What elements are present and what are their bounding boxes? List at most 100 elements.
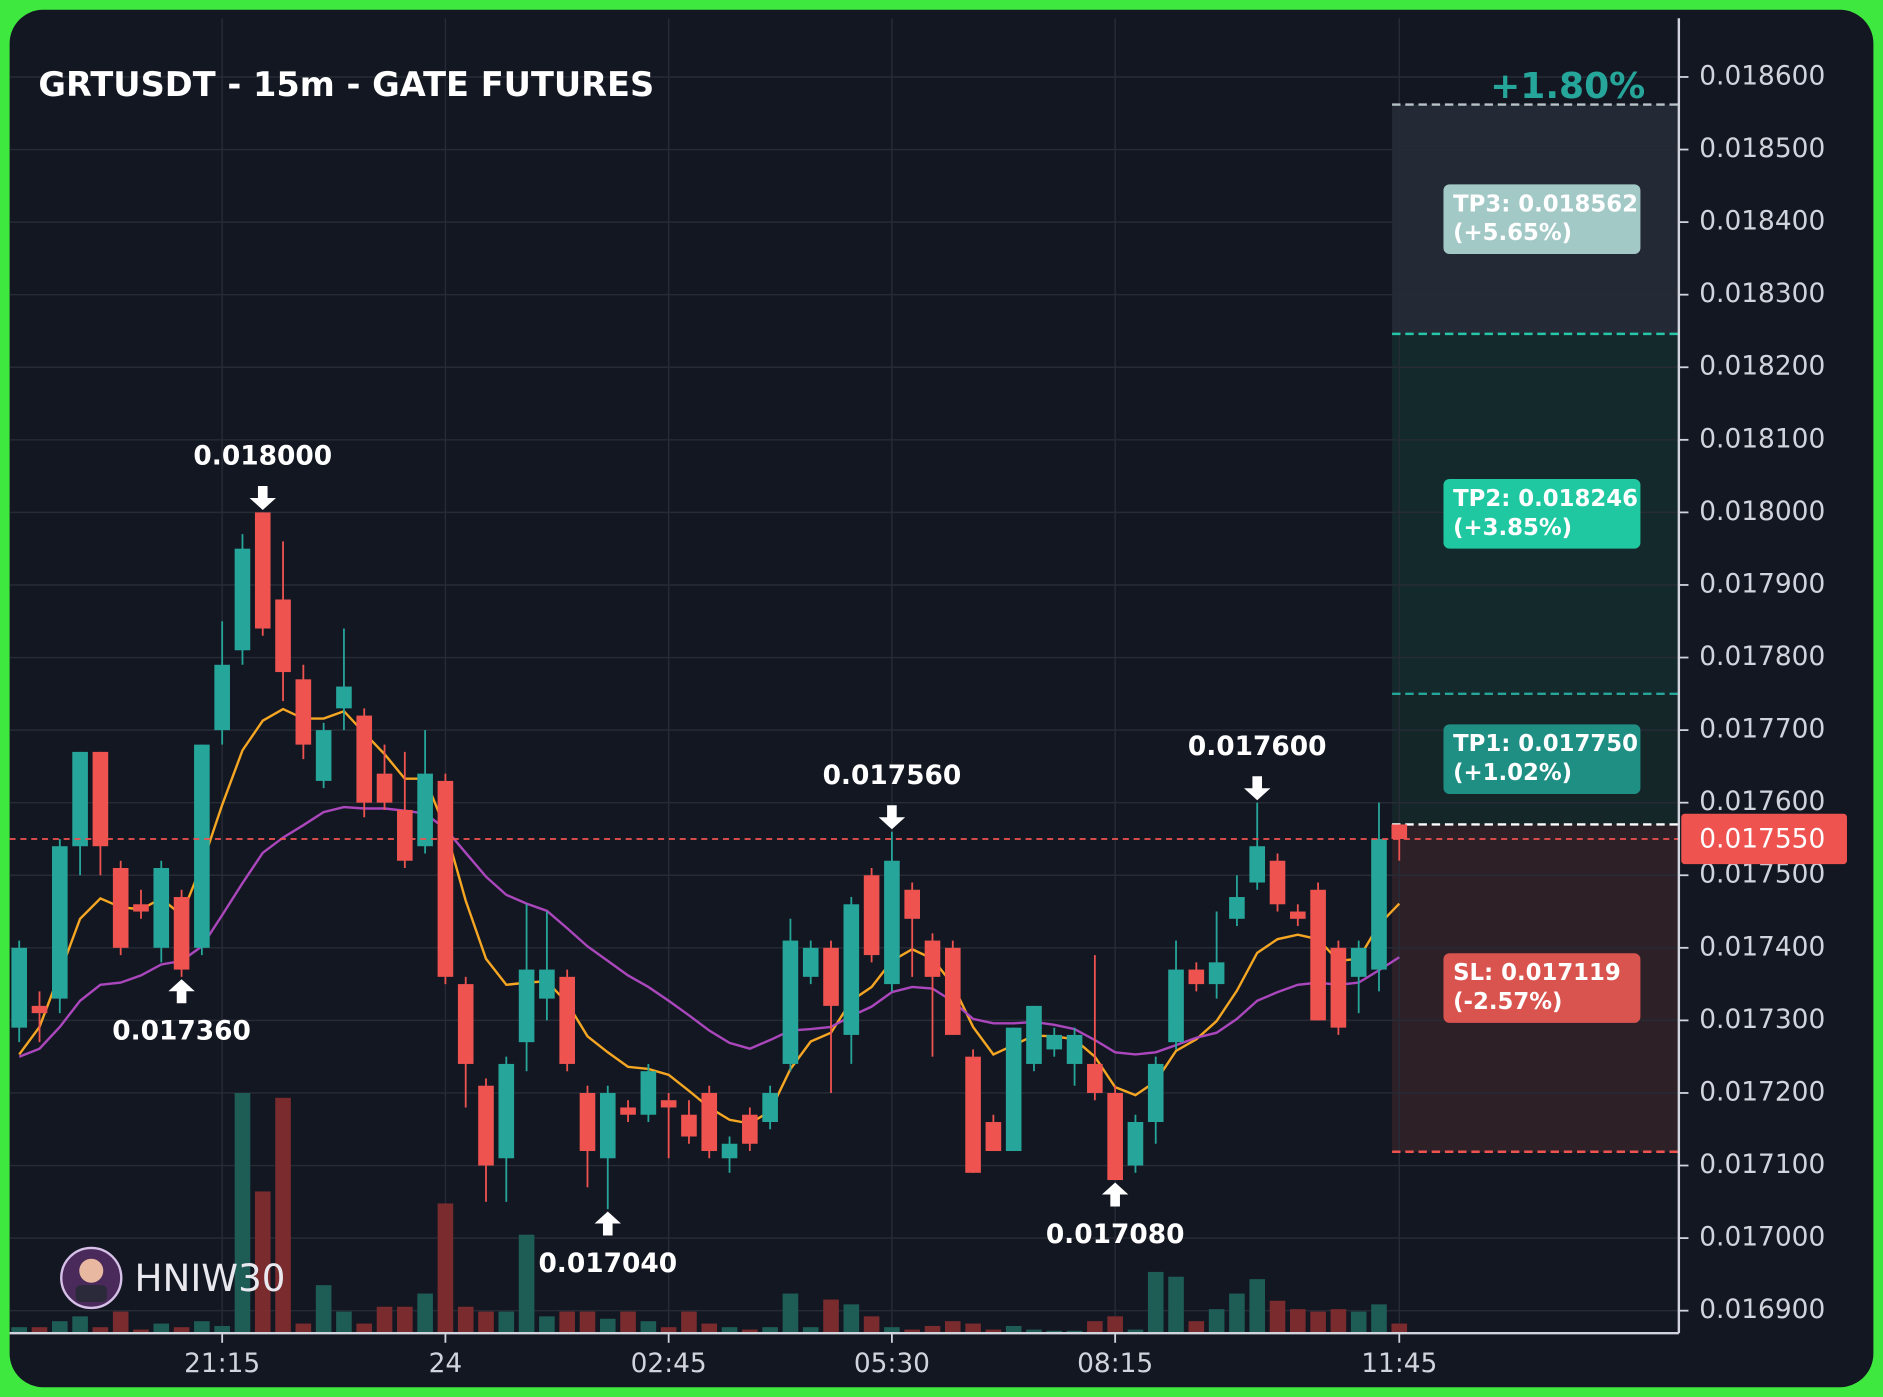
candle-body	[518, 969, 535, 1043]
volume-bar	[1350, 1311, 1367, 1334]
candle-body	[51, 846, 68, 999]
volume-bar	[620, 1311, 636, 1334]
candle-body	[1350, 947, 1367, 977]
position-label-box	[1443, 479, 1641, 549]
annotation-label: 0.017040	[538, 1248, 677, 1279]
volume-bar	[315, 1285, 332, 1334]
candle-body	[1026, 1005, 1042, 1064]
candle-body	[72, 751, 88, 847]
candle-body	[1188, 969, 1205, 985]
volume-bar	[153, 1323, 170, 1334]
volume-bar	[863, 1316, 880, 1334]
candle-body	[214, 664, 230, 731]
candle-body	[884, 860, 900, 985]
annotation-arrow	[168, 979, 195, 1004]
volume-bar	[1249, 1279, 1266, 1334]
chart-title: GRTUSDT - 15m - GATE FUTURES	[38, 65, 654, 104]
volume-bar	[376, 1306, 393, 1334]
candle-body	[1229, 897, 1245, 919]
overlay: 0.018000 0.017360 0.017040 0.017560 0.017080…	[112, 66, 1645, 1279]
volume-bar	[660, 1327, 677, 1334]
candle-body	[985, 1121, 1002, 1152]
candle-body	[498, 1063, 515, 1159]
y-tick-label: 0.018600	[1699, 60, 1825, 91]
position-label: TP1: 0.017750	[1453, 731, 1638, 757]
volume-bar	[295, 1323, 312, 1334]
candle-body	[133, 904, 149, 912]
position-change: (-2.57%)	[1453, 989, 1562, 1015]
candle-body	[1107, 1092, 1123, 1181]
candle-body	[1289, 911, 1306, 919]
position-label-box	[1443, 953, 1641, 1023]
y-tick-label: 0.016900	[1699, 1294, 1825, 1325]
candle-body	[112, 867, 129, 948]
candle-body	[153, 867, 170, 948]
candle-body	[336, 686, 352, 709]
y-tick-label: 0.018400	[1699, 206, 1825, 237]
volume-bar	[1289, 1309, 1306, 1334]
volume-bar	[539, 1316, 555, 1334]
y-tick-label: 0.017700	[1699, 714, 1825, 745]
candle-body	[1127, 1121, 1144, 1166]
candle-body	[599, 1092, 616, 1159]
candle-body	[1330, 947, 1347, 1028]
volume-bar	[762, 1327, 778, 1334]
volume-bar	[92, 1327, 109, 1334]
volume-bar	[1168, 1276, 1184, 1334]
plot-area	[9, 18, 1679, 1334]
volume-bar	[579, 1311, 596, 1334]
y-tick-label: 0.018300	[1699, 278, 1825, 309]
volume-bar	[701, 1323, 718, 1334]
position-label: TP3: 0.018562	[1453, 191, 1638, 217]
volume-bar	[823, 1299, 839, 1334]
volume-bar	[742, 1329, 758, 1334]
volume-bar	[1208, 1309, 1225, 1334]
x-tick-label: 05:30	[854, 1348, 930, 1379]
avatar-face	[79, 1258, 104, 1283]
candle-body	[620, 1107, 636, 1115]
x-tick-label: 11:45	[1361, 1348, 1437, 1379]
volume-bar	[173, 1327, 190, 1334]
volume-bar	[336, 1311, 352, 1334]
candle-body	[254, 512, 271, 629]
y-tick-label: 0.017800	[1699, 641, 1825, 672]
position-label: TP2: 0.018246	[1453, 486, 1638, 512]
volume-bar	[1371, 1304, 1387, 1334]
candle-body	[1168, 969, 1184, 1043]
candle-body	[742, 1114, 758, 1144]
candle-body	[1269, 860, 1286, 905]
annotation-arrow	[1244, 776, 1271, 801]
y-tick-label: 0.017900	[1699, 568, 1825, 599]
volume-bar	[681, 1311, 697, 1334]
volume-bar	[559, 1311, 575, 1334]
candle-body	[802, 947, 819, 977]
candle-body	[437, 780, 454, 977]
candle-body	[681, 1114, 697, 1137]
candle-body	[1208, 962, 1225, 985]
volume-bar	[1269, 1300, 1286, 1334]
annotation-label: 0.017600	[1188, 731, 1327, 762]
candle-body	[457, 984, 474, 1064]
candle-body	[234, 548, 251, 651]
volume-bar	[1107, 1316, 1123, 1334]
candle-body	[376, 773, 393, 803]
volume-bar	[1127, 1329, 1144, 1334]
y-tick-label: 0.017000	[1699, 1222, 1825, 1253]
position-label-box	[1443, 724, 1641, 794]
volume-bar	[478, 1311, 494, 1334]
volume-bar	[417, 1293, 433, 1334]
volume-bar	[397, 1306, 413, 1334]
candle-body	[173, 897, 190, 970]
candle-body	[11, 947, 28, 1028]
candle-body	[1391, 824, 1408, 839]
volume-bar	[214, 1325, 230, 1334]
y-tick-label: 0.017200	[1699, 1076, 1825, 1107]
position-change: (+3.85%)	[1453, 515, 1572, 541]
x-tick-label: 02:45	[631, 1348, 707, 1379]
candle-body	[863, 875, 880, 956]
candle-body	[1046, 1034, 1063, 1050]
volume-bar	[356, 1323, 373, 1334]
y-tick-label: 0.018500	[1699, 133, 1825, 164]
y-tick-label: 0.018000	[1699, 496, 1825, 527]
